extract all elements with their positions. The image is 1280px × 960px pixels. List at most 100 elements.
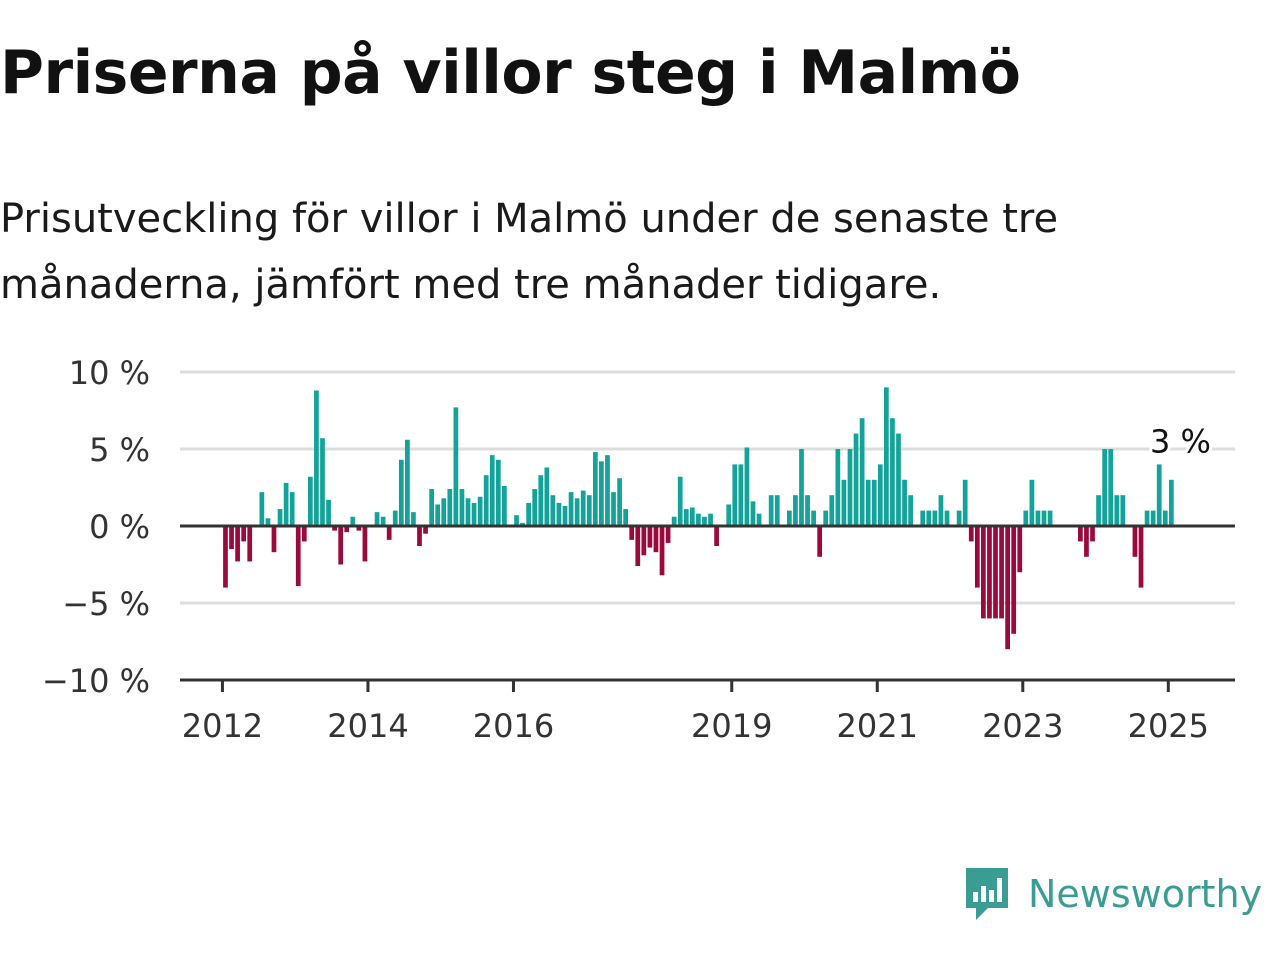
bar	[1047, 510, 1053, 526]
bar	[295, 526, 301, 587]
bar	[708, 513, 713, 526]
bar	[829, 495, 835, 526]
bar	[938, 495, 944, 526]
x-tick-label: 2021	[837, 707, 918, 745]
bar	[1011, 526, 1017, 634]
bar	[987, 526, 992, 619]
bar	[884, 387, 889, 526]
bar	[489, 455, 495, 526]
bar	[750, 501, 756, 526]
y-axis-ticks: 10 % 5 % 0 % −5 % −10 %	[42, 354, 150, 700]
last-value-label: 3 %	[1150, 422, 1211, 460]
bar	[502, 485, 507, 526]
x-tick-label: 2019	[691, 707, 772, 745]
bar	[423, 526, 428, 534]
bar	[811, 510, 816, 526]
bar	[944, 510, 950, 526]
gridlines	[180, 370, 1235, 605]
bar	[580, 490, 586, 526]
bar	[738, 464, 744, 526]
bar	[483, 475, 489, 526]
bar	[1120, 495, 1126, 526]
bar	[993, 526, 998, 619]
bar	[1168, 479, 1174, 526]
bar	[926, 510, 932, 526]
bar	[841, 479, 847, 526]
x-tick-label: 2012	[182, 707, 263, 745]
bar	[823, 510, 829, 526]
chart-title: Priserna på villor steg i Malmö	[0, 38, 1021, 108]
bar	[999, 526, 1004, 619]
bar	[538, 475, 544, 526]
bar	[1102, 449, 1108, 526]
bar	[714, 526, 719, 547]
bar	[465, 498, 471, 526]
bar	[1150, 510, 1156, 526]
bar	[386, 526, 392, 540]
bar	[471, 502, 477, 526]
bar	[453, 407, 459, 526]
bar	[259, 492, 265, 526]
bar	[696, 513, 701, 526]
chart-subtitle: Prisutveckling för villor i Malmö under …	[0, 196, 1059, 308]
bar	[974, 526, 980, 588]
bar	[532, 489, 538, 526]
bar	[1132, 526, 1138, 557]
bar	[556, 502, 562, 526]
bar	[635, 526, 641, 567]
bar	[1029, 479, 1035, 526]
bar	[301, 526, 307, 542]
bar	[314, 390, 319, 526]
x-tick-label: 2014	[327, 707, 408, 745]
bar	[562, 505, 568, 526]
bar	[544, 467, 550, 526]
bar	[374, 512, 380, 526]
bar	[435, 504, 441, 526]
bar	[1144, 510, 1150, 526]
bar	[1156, 464, 1162, 526]
bar	[495, 459, 501, 526]
bar	[405, 439, 410, 526]
bar	[768, 495, 774, 526]
bar	[392, 510, 398, 526]
bar	[877, 464, 883, 526]
axes	[180, 524, 1235, 682]
bar	[1084, 526, 1089, 557]
bar	[641, 526, 647, 556]
bar	[835, 449, 841, 526]
x-tick-label: 2016	[473, 707, 554, 745]
bar	[223, 526, 228, 588]
bar	[550, 495, 556, 526]
bar	[338, 526, 344, 565]
bar	[1005, 526, 1010, 650]
bar	[865, 479, 871, 526]
bar	[793, 495, 798, 526]
bar	[896, 433, 901, 526]
brand-name: Newsworthy	[1028, 872, 1263, 916]
bar	[1096, 495, 1101, 526]
bar	[1162, 510, 1168, 526]
bars	[223, 387, 1174, 650]
bar	[574, 498, 580, 526]
bar	[326, 499, 331, 526]
bar	[417, 526, 422, 547]
bar	[241, 526, 247, 542]
bar	[1078, 526, 1083, 542]
bar	[1023, 510, 1029, 526]
bar	[447, 489, 453, 526]
bar	[592, 452, 598, 526]
x-tick-label: 2025	[1128, 707, 1209, 745]
bar	[362, 526, 368, 562]
x-tick-label: 2023	[982, 707, 1063, 745]
annotations: 3 %	[1147, 419, 1214, 463]
bar	[920, 510, 926, 526]
bar	[683, 509, 689, 526]
bar	[853, 433, 859, 526]
bar	[332, 526, 337, 531]
bar	[411, 512, 416, 526]
bar	[350, 516, 356, 526]
bar	[665, 526, 671, 543]
bar	[441, 498, 447, 526]
y-tick-label: −5 %	[62, 585, 150, 623]
bar	[981, 526, 986, 619]
